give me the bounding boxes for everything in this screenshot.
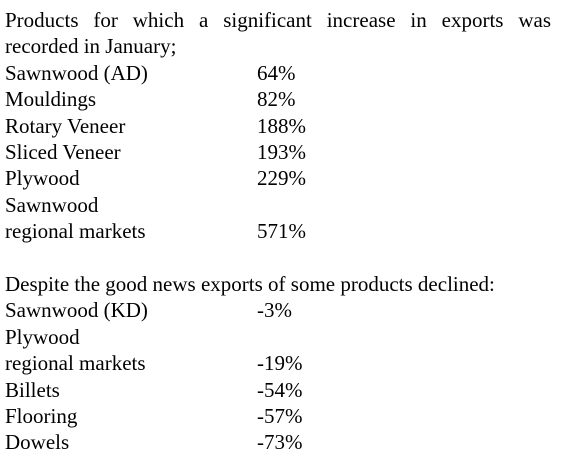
product-name-line1: Sawnwood bbox=[5, 192, 99, 217]
product-change: 229% bbox=[257, 166, 306, 191]
product-name: Sawnwood (KD) bbox=[5, 298, 148, 323]
list-item: Rotary Veneer 188% bbox=[5, 113, 568, 139]
list-item: Sawnwood (AD) 64% bbox=[5, 60, 568, 86]
decline-intro: Despite the good news exports of some pr… bbox=[5, 271, 495, 296]
product-name: Sawnwood regional markets bbox=[5, 192, 257, 245]
list-item: Sliced Veneer 193% bbox=[5, 139, 568, 165]
decline-list: Sawnwood (KD) -3% Plywood regional marke… bbox=[5, 297, 568, 455]
product-change: -54% bbox=[257, 377, 303, 402]
product-name: Mouldings bbox=[5, 87, 97, 112]
product-name-line2: regional markets bbox=[5, 219, 146, 244]
section-spacer bbox=[5, 245, 568, 271]
product-name-line1: Plywood bbox=[5, 324, 80, 349]
list-item: Flooring -57% bbox=[5, 403, 568, 429]
product-name: Sliced Veneer bbox=[5, 139, 121, 164]
product-name: Dowels bbox=[5, 430, 70, 455]
product-change: 193% bbox=[257, 139, 306, 164]
list-item: Plywood regional markets -19% bbox=[5, 324, 568, 377]
product-change: 188% bbox=[257, 113, 306, 138]
product-change: -19% bbox=[257, 351, 303, 376]
list-item: Mouldings 82% bbox=[5, 86, 568, 112]
list-item: Dowels -73% bbox=[5, 429, 568, 455]
list-item: Plywood 229% bbox=[5, 165, 568, 191]
increase-intro: Products for which a significant increas… bbox=[5, 8, 551, 59]
product-name: Flooring bbox=[5, 403, 78, 428]
product-change: -3% bbox=[257, 298, 292, 323]
product-change: -73% bbox=[257, 430, 303, 455]
increase-list: Sawnwood (AD) 64% Mouldings 82% Rotary V… bbox=[5, 60, 568, 245]
product-change: -57% bbox=[257, 403, 303, 428]
list-item: Billets -54% bbox=[5, 377, 568, 403]
list-item: Sawnwood (KD) -3% bbox=[5, 297, 568, 323]
product-change: 571% bbox=[257, 219, 306, 244]
product-name: Rotary Veneer bbox=[5, 113, 126, 138]
product-name: Plywood regional markets bbox=[5, 324, 257, 377]
product-name: Plywood bbox=[5, 166, 80, 191]
product-name-line2: regional markets bbox=[5, 351, 146, 376]
product-change: 82% bbox=[257, 87, 296, 112]
product-change: 64% bbox=[257, 60, 296, 85]
product-name: Billets bbox=[5, 377, 60, 402]
list-item: Sawnwood regional markets 571% bbox=[5, 192, 568, 245]
product-name: Sawnwood (AD) bbox=[5, 60, 148, 85]
